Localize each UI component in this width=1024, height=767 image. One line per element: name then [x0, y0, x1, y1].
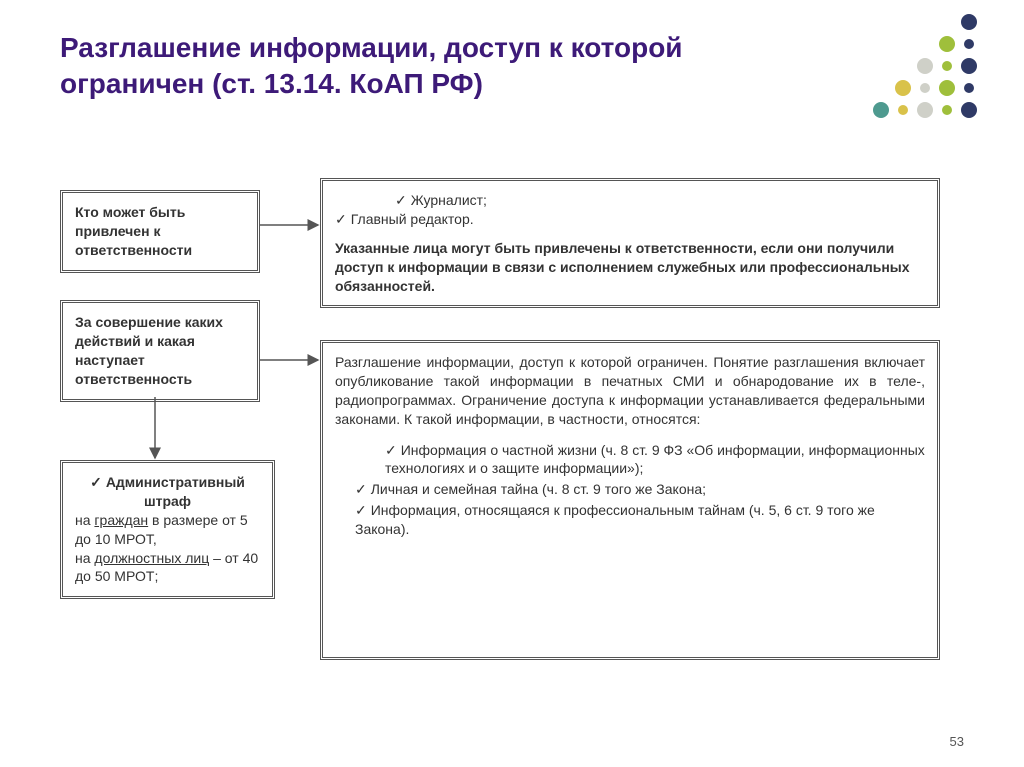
- what-answer-bullet: Информация, относящаяся к профессиональн…: [355, 501, 925, 539]
- box-who-question: Кто может быть привлечен к ответственнос…: [60, 190, 260, 273]
- what-answer-bullet: Информация о частной жизни (ч. 8 ст. 9 Ф…: [355, 441, 925, 479]
- box-who-answer: Журналист;Главный редактор. Указанные ли…: [320, 178, 940, 308]
- slide-title: Разглашение информации, доступ к которой…: [60, 30, 810, 103]
- box-penalty-line1: на граждан в размере от 5 до 10 МРОТ,: [75, 511, 260, 549]
- box-who-answer-bullets: Журналист;Главный редактор.: [335, 191, 925, 229]
- box-who-answer-paragraph: Указанные лица могут быть привлечены к о…: [335, 239, 925, 296]
- page-number: 53: [950, 734, 964, 749]
- box-what-answer: Разглашение информации, доступ к которой…: [320, 340, 940, 660]
- box-what-answer-bullets: Информация о частной жизни (ч. 8 ст. 9 Ф…: [335, 441, 925, 539]
- box-what-answer-paragraph: Разглашение информации, доступ к которой…: [335, 353, 925, 429]
- box-penalty-line2: на должностных лиц – от 40 до 50 МРОТ;: [75, 549, 260, 587]
- box-penalty: Административный штраф на граждан в разм…: [60, 460, 275, 599]
- box-penalty-heading: Административный штраф: [75, 473, 260, 511]
- box-what-question: За совершение каких действий и какая нас…: [60, 300, 260, 402]
- corner-dots-decoration: [869, 10, 999, 140]
- box-who-question-text: Кто может быть привлечен к ответственнос…: [75, 203, 245, 260]
- what-answer-bullet: Личная и семейная тайна (ч. 8 ст. 9 того…: [355, 480, 925, 499]
- who-answer-bullet: Главный редактор.: [335, 210, 925, 229]
- who-answer-bullet: Журналист;: [335, 191, 925, 210]
- box-what-question-text: За совершение каких действий и какая нас…: [75, 313, 245, 389]
